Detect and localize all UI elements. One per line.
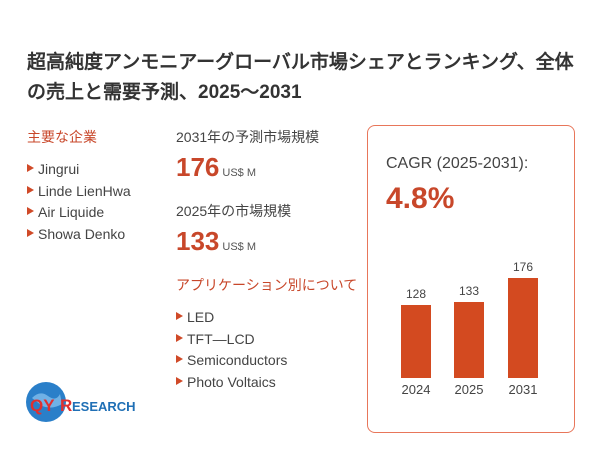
application-name: Photo Voltaics bbox=[187, 373, 276, 390]
qyresearch-logo: QY R ESEARCH bbox=[24, 380, 144, 429]
bullet-arrow-icon bbox=[27, 207, 34, 215]
current-number: 133 bbox=[176, 226, 220, 256]
bullet-arrow-icon bbox=[27, 185, 34, 194]
forecast-value: 176 US$ M bbox=[176, 152, 256, 183]
bullet-arrow-icon bbox=[27, 228, 34, 237]
forecast-label: 2031年の予測市場規模 bbox=[176, 129, 320, 145]
globe-icon: QY R ESEARCH bbox=[26, 382, 136, 422]
bar-2024 bbox=[401, 305, 431, 378]
list-item: Showa Denko bbox=[27, 224, 131, 246]
list-item: LED bbox=[176, 307, 287, 329]
company-name: Showa Denko bbox=[38, 225, 126, 242]
company-list: Jingrui Linde LienHwa Air Liquide Showa … bbox=[27, 159, 131, 245]
bar-value-label: 128 bbox=[405, 287, 427, 302]
bullet-arrow-icon bbox=[176, 333, 183, 342]
company-name: Air Liquide bbox=[38, 204, 105, 220]
application-name: LED bbox=[187, 309, 215, 325]
application-name: Semiconductors bbox=[187, 352, 288, 368]
bar-category-label: 2024 bbox=[401, 382, 431, 397]
list-item: Air Liquide bbox=[27, 202, 131, 224]
unit: US$ M bbox=[222, 167, 257, 179]
bar-2025 bbox=[454, 302, 484, 378]
list-item: Jingrui bbox=[27, 159, 131, 181]
list-item: Semiconductors bbox=[176, 350, 287, 372]
companies-heading: 主要な企業 bbox=[27, 129, 97, 145]
svg-text:ESEARCH: ESEARCH bbox=[72, 399, 136, 414]
bar-category-label: 2031 bbox=[508, 382, 538, 397]
applications-heading: アプリケーション別について bbox=[176, 277, 358, 293]
bullet-arrow-icon bbox=[27, 164, 34, 172]
application-list: LED TFT—LCD Semiconductors Photo Voltaic… bbox=[176, 307, 287, 393]
bullet-arrow-icon bbox=[176, 355, 183, 363]
forecast-number: 176 bbox=[176, 152, 220, 182]
bar-2031 bbox=[508, 278, 538, 378]
current-label: 2025年の市場規模 bbox=[176, 203, 292, 219]
list-item: TFT—LCD bbox=[176, 329, 287, 351]
company-name: Linde LienHwa bbox=[38, 182, 131, 199]
cagr-value: 4.8% bbox=[386, 182, 455, 215]
bullet-arrow-icon bbox=[176, 376, 183, 385]
bar-category-label: 2025 bbox=[454, 382, 484, 397]
current-value: 133 US$ M bbox=[176, 226, 256, 257]
svg-text:QY: QY bbox=[30, 396, 55, 415]
application-name: TFT—LCD bbox=[187, 330, 255, 347]
company-name: Jingrui bbox=[38, 161, 80, 177]
list-item: Photo Voltaics bbox=[176, 372, 287, 394]
bar-value-label: 176 bbox=[512, 260, 534, 274]
svg-text:R: R bbox=[60, 396, 72, 415]
page-title: 超高純度アンモニアーグローバル市場シェアとランキング、全体の売上と需要予測、20… bbox=[27, 52, 574, 103]
bullet-arrow-icon bbox=[176, 312, 183, 320]
cagr-label: CAGR (2025-2031): bbox=[386, 155, 529, 172]
unit: US$ M bbox=[222, 241, 257, 253]
cagr-panel: CAGR (2025-2031): 4.8% 128 2024 133 2025 176… bbox=[367, 125, 575, 433]
bar-value-label: 133 bbox=[458, 284, 480, 299]
list-item: Linde LienHwa bbox=[27, 181, 131, 203]
